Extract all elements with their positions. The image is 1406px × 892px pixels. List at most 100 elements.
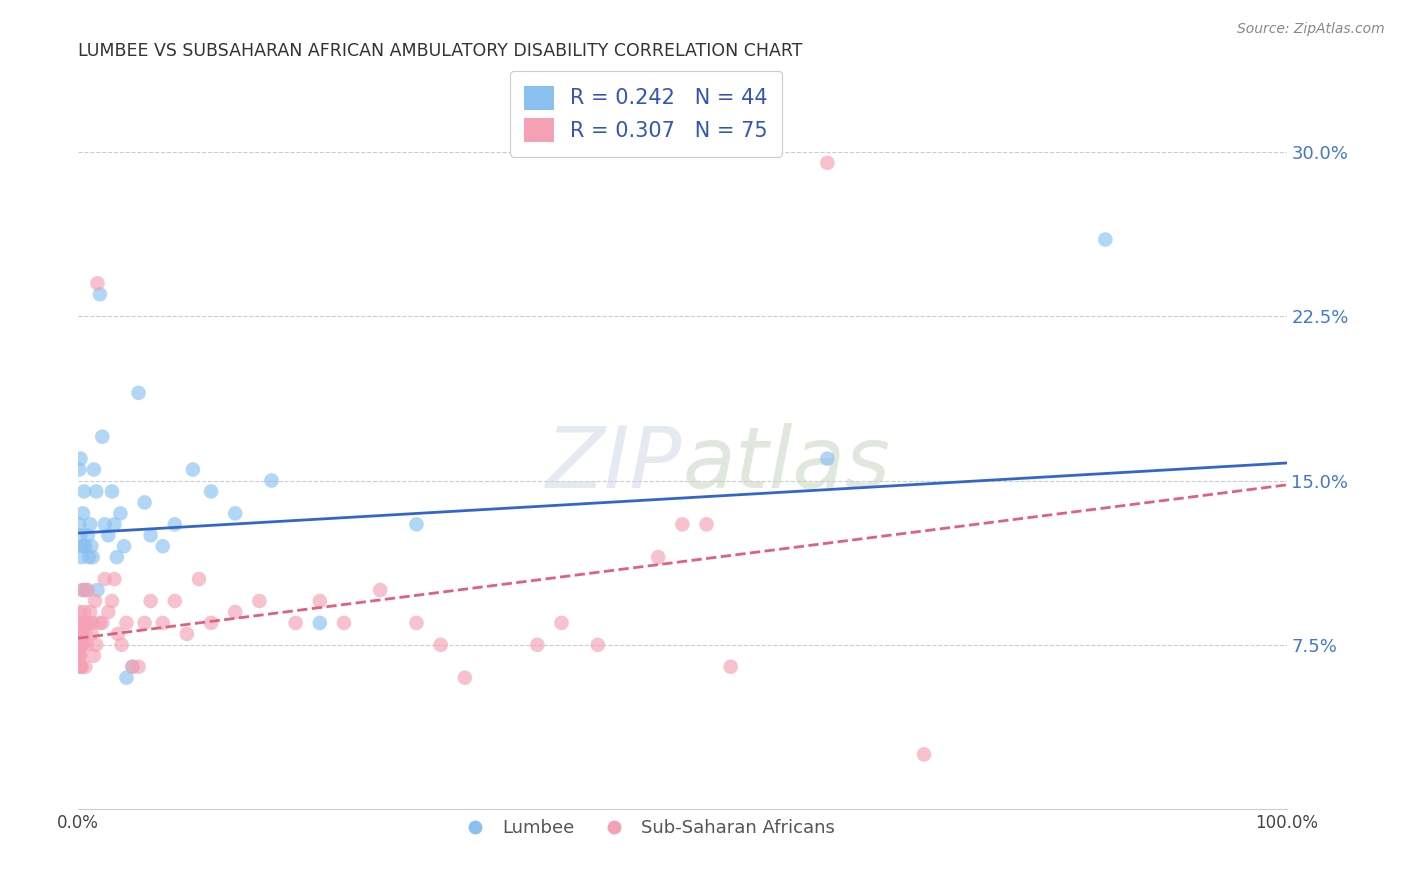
Point bbox=[70, 550, 93, 565]
Point bbox=[163, 517, 186, 532]
Point bbox=[67, 615, 90, 630]
Point bbox=[134, 495, 156, 509]
Point bbox=[1094, 233, 1116, 247]
Point bbox=[83, 648, 105, 663]
Point bbox=[86, 582, 108, 597]
Point bbox=[69, 528, 91, 542]
Point bbox=[70, 638, 93, 652]
Point bbox=[89, 287, 111, 301]
Point bbox=[128, 385, 150, 400]
Point bbox=[70, 539, 93, 553]
Point bbox=[76, 615, 98, 630]
Point bbox=[69, 627, 91, 641]
Point bbox=[647, 550, 669, 565]
Point bbox=[200, 615, 222, 630]
Point bbox=[224, 605, 246, 619]
Point bbox=[73, 539, 96, 553]
Point bbox=[181, 462, 204, 476]
Text: ZIP: ZIP bbox=[546, 423, 682, 506]
Point bbox=[247, 594, 270, 608]
Point bbox=[308, 594, 330, 608]
Point bbox=[72, 582, 94, 597]
Point bbox=[586, 638, 609, 652]
Point bbox=[82, 550, 104, 565]
Point bbox=[91, 615, 114, 630]
Point bbox=[69, 648, 91, 663]
Point bbox=[82, 615, 104, 630]
Point bbox=[97, 528, 120, 542]
Point bbox=[79, 605, 101, 619]
Point bbox=[103, 517, 125, 532]
Point bbox=[67, 659, 90, 673]
Point bbox=[76, 638, 98, 652]
Point bbox=[101, 484, 124, 499]
Point bbox=[97, 605, 120, 619]
Point bbox=[72, 615, 94, 630]
Point bbox=[111, 638, 134, 652]
Point bbox=[224, 507, 246, 521]
Point bbox=[67, 648, 90, 663]
Point bbox=[152, 539, 174, 553]
Point bbox=[105, 550, 128, 565]
Point bbox=[73, 484, 96, 499]
Point bbox=[86, 277, 108, 291]
Point bbox=[912, 747, 935, 762]
Point bbox=[152, 615, 174, 630]
Point bbox=[80, 627, 103, 641]
Point bbox=[671, 517, 693, 532]
Point bbox=[333, 615, 356, 630]
Point bbox=[67, 659, 90, 673]
Point bbox=[103, 572, 125, 586]
Point bbox=[76, 582, 98, 597]
Point bbox=[69, 659, 91, 673]
Point bbox=[454, 671, 477, 685]
Point bbox=[429, 638, 451, 652]
Point bbox=[67, 627, 90, 641]
Point bbox=[526, 638, 548, 652]
Point bbox=[815, 156, 838, 170]
Point bbox=[110, 507, 132, 521]
Point bbox=[176, 627, 198, 641]
Point bbox=[163, 594, 186, 608]
Point bbox=[72, 507, 94, 521]
Point bbox=[67, 638, 90, 652]
Point bbox=[815, 451, 838, 466]
Point bbox=[550, 615, 572, 630]
Point bbox=[67, 638, 90, 652]
Point bbox=[75, 627, 97, 641]
Point bbox=[107, 627, 129, 641]
Point bbox=[115, 615, 138, 630]
Point bbox=[720, 659, 742, 673]
Point bbox=[77, 550, 100, 565]
Point bbox=[284, 615, 307, 630]
Point bbox=[84, 594, 107, 608]
Point bbox=[101, 594, 124, 608]
Point bbox=[89, 615, 111, 630]
Point bbox=[67, 605, 90, 619]
Point bbox=[368, 582, 391, 597]
Point bbox=[79, 517, 101, 532]
Point bbox=[260, 474, 283, 488]
Point bbox=[128, 659, 150, 673]
Point bbox=[69, 627, 91, 641]
Point bbox=[76, 582, 98, 597]
Point bbox=[70, 627, 93, 641]
Point bbox=[121, 659, 143, 673]
Text: atlas: atlas bbox=[682, 423, 890, 506]
Point bbox=[93, 572, 115, 586]
Point bbox=[188, 572, 211, 586]
Text: Source: ZipAtlas.com: Source: ZipAtlas.com bbox=[1237, 22, 1385, 37]
Point bbox=[405, 615, 427, 630]
Point bbox=[121, 659, 143, 673]
Point bbox=[77, 615, 100, 630]
Point bbox=[69, 451, 91, 466]
Point bbox=[67, 462, 90, 476]
Point bbox=[67, 517, 90, 532]
Point bbox=[72, 638, 94, 652]
Point bbox=[75, 539, 97, 553]
Point bbox=[73, 615, 96, 630]
Point bbox=[115, 671, 138, 685]
Point bbox=[405, 517, 427, 532]
Point bbox=[696, 517, 718, 532]
Point bbox=[72, 582, 94, 597]
